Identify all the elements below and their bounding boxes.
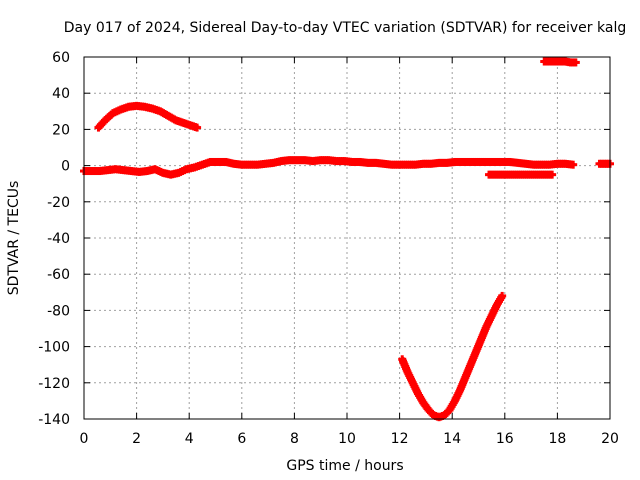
y-tick-label: -100 (38, 340, 70, 356)
data-series (80, 57, 614, 422)
y-tick-label: 20 (52, 122, 70, 138)
x-tick-label: 4 (185, 431, 194, 447)
x-tick-label: 6 (237, 431, 246, 447)
x-tick-label: 12 (391, 431, 409, 447)
tick-labels: 0 2 4 6 8 10 12 14 16 18 20 60 40 20 0 -20 -40 -60 -80 -100… (38, 50, 619, 447)
x-tick-label: 0 (80, 431, 89, 447)
y-tick-label: -40 (47, 231, 70, 247)
plot-frame (83, 56, 611, 420)
x-axis-label: GPS time / hours (286, 458, 403, 474)
y-tick-label: -120 (38, 376, 70, 392)
y-tick-label: -80 (47, 303, 70, 319)
y-tick-label: -20 (47, 195, 70, 211)
grid-lines (84, 57, 610, 419)
x-tick-label: 10 (338, 431, 356, 447)
y-tick-label: -140 (38, 412, 70, 428)
x-tick-label: 16 (496, 431, 514, 447)
x-tick-label: 18 (548, 431, 566, 447)
y-tick-label: 60 (52, 50, 70, 66)
x-tick-label: 20 (601, 431, 619, 447)
x-tick-label: 14 (443, 431, 461, 447)
chart-title: Day 017 of 2024, Sidereal Day-to-day VTE… (64, 20, 626, 36)
y-axis-label: SDTVAR / TECUs (6, 181, 22, 296)
y-tick-label: 0 (61, 159, 70, 175)
x-tick-label: 2 (132, 431, 141, 447)
x-tick-label: 8 (290, 431, 299, 447)
y-tick-label: 40 (52, 86, 70, 102)
y-tick-label: -60 (47, 267, 70, 283)
